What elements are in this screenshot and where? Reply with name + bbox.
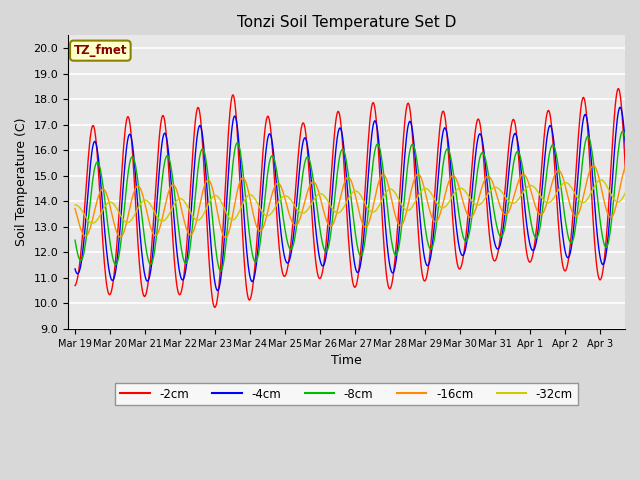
-2cm	[445, 162, 453, 168]
-32cm	[414, 194, 422, 200]
X-axis label: Time: Time	[331, 354, 362, 367]
-8cm	[620, 129, 627, 134]
-2cm	[615, 86, 623, 92]
-4cm	[269, 141, 276, 146]
-16cm	[71, 205, 79, 211]
-2cm	[137, 276, 145, 282]
-16cm	[445, 178, 453, 183]
-2cm	[269, 145, 276, 151]
-4cm	[290, 233, 298, 239]
Title: Tonzi Soil Temperature Set D: Tonzi Soil Temperature Set D	[237, 15, 456, 30]
-16cm	[241, 177, 248, 182]
Line: -16cm: -16cm	[75, 163, 636, 238]
-2cm	[211, 304, 218, 310]
-4cm	[71, 266, 79, 272]
Line: -2cm: -2cm	[75, 89, 636, 307]
-16cm	[269, 190, 276, 196]
-8cm	[632, 220, 639, 226]
-8cm	[445, 148, 453, 154]
-8cm	[290, 241, 298, 247]
-4cm	[137, 240, 145, 245]
-8cm	[137, 203, 145, 209]
-16cm	[625, 160, 632, 166]
-32cm	[89, 220, 97, 226]
Line: -32cm: -32cm	[75, 178, 636, 223]
Line: -4cm: -4cm	[75, 107, 636, 290]
-8cm	[414, 164, 422, 169]
-4cm	[445, 147, 453, 153]
-4cm	[214, 288, 221, 293]
-8cm	[241, 185, 248, 191]
-16cm	[137, 187, 145, 192]
-16cm	[414, 171, 422, 177]
-32cm	[71, 202, 79, 208]
-2cm	[241, 264, 248, 269]
-4cm	[241, 221, 248, 227]
Legend: -2cm, -4cm, -8cm, -16cm, -32cm: -2cm, -4cm, -8cm, -16cm, -32cm	[115, 383, 578, 405]
-4cm	[616, 104, 624, 110]
-16cm	[632, 180, 639, 185]
-2cm	[632, 278, 639, 284]
-32cm	[269, 209, 276, 215]
-32cm	[632, 175, 639, 181]
-32cm	[290, 201, 298, 207]
-16cm	[290, 221, 298, 227]
-32cm	[138, 200, 145, 205]
-4cm	[632, 257, 639, 263]
Text: TZ_fmet: TZ_fmet	[74, 44, 127, 57]
-2cm	[71, 283, 79, 288]
-32cm	[241, 197, 248, 203]
-8cm	[71, 237, 79, 243]
-2cm	[290, 212, 298, 218]
-8cm	[216, 268, 224, 274]
-8cm	[269, 153, 276, 159]
-2cm	[414, 221, 422, 227]
Line: -8cm: -8cm	[75, 132, 636, 271]
Y-axis label: Soil Temperature (C): Soil Temperature (C)	[15, 118, 28, 246]
-4cm	[414, 187, 422, 192]
-16cm	[221, 235, 229, 240]
-32cm	[445, 199, 453, 204]
